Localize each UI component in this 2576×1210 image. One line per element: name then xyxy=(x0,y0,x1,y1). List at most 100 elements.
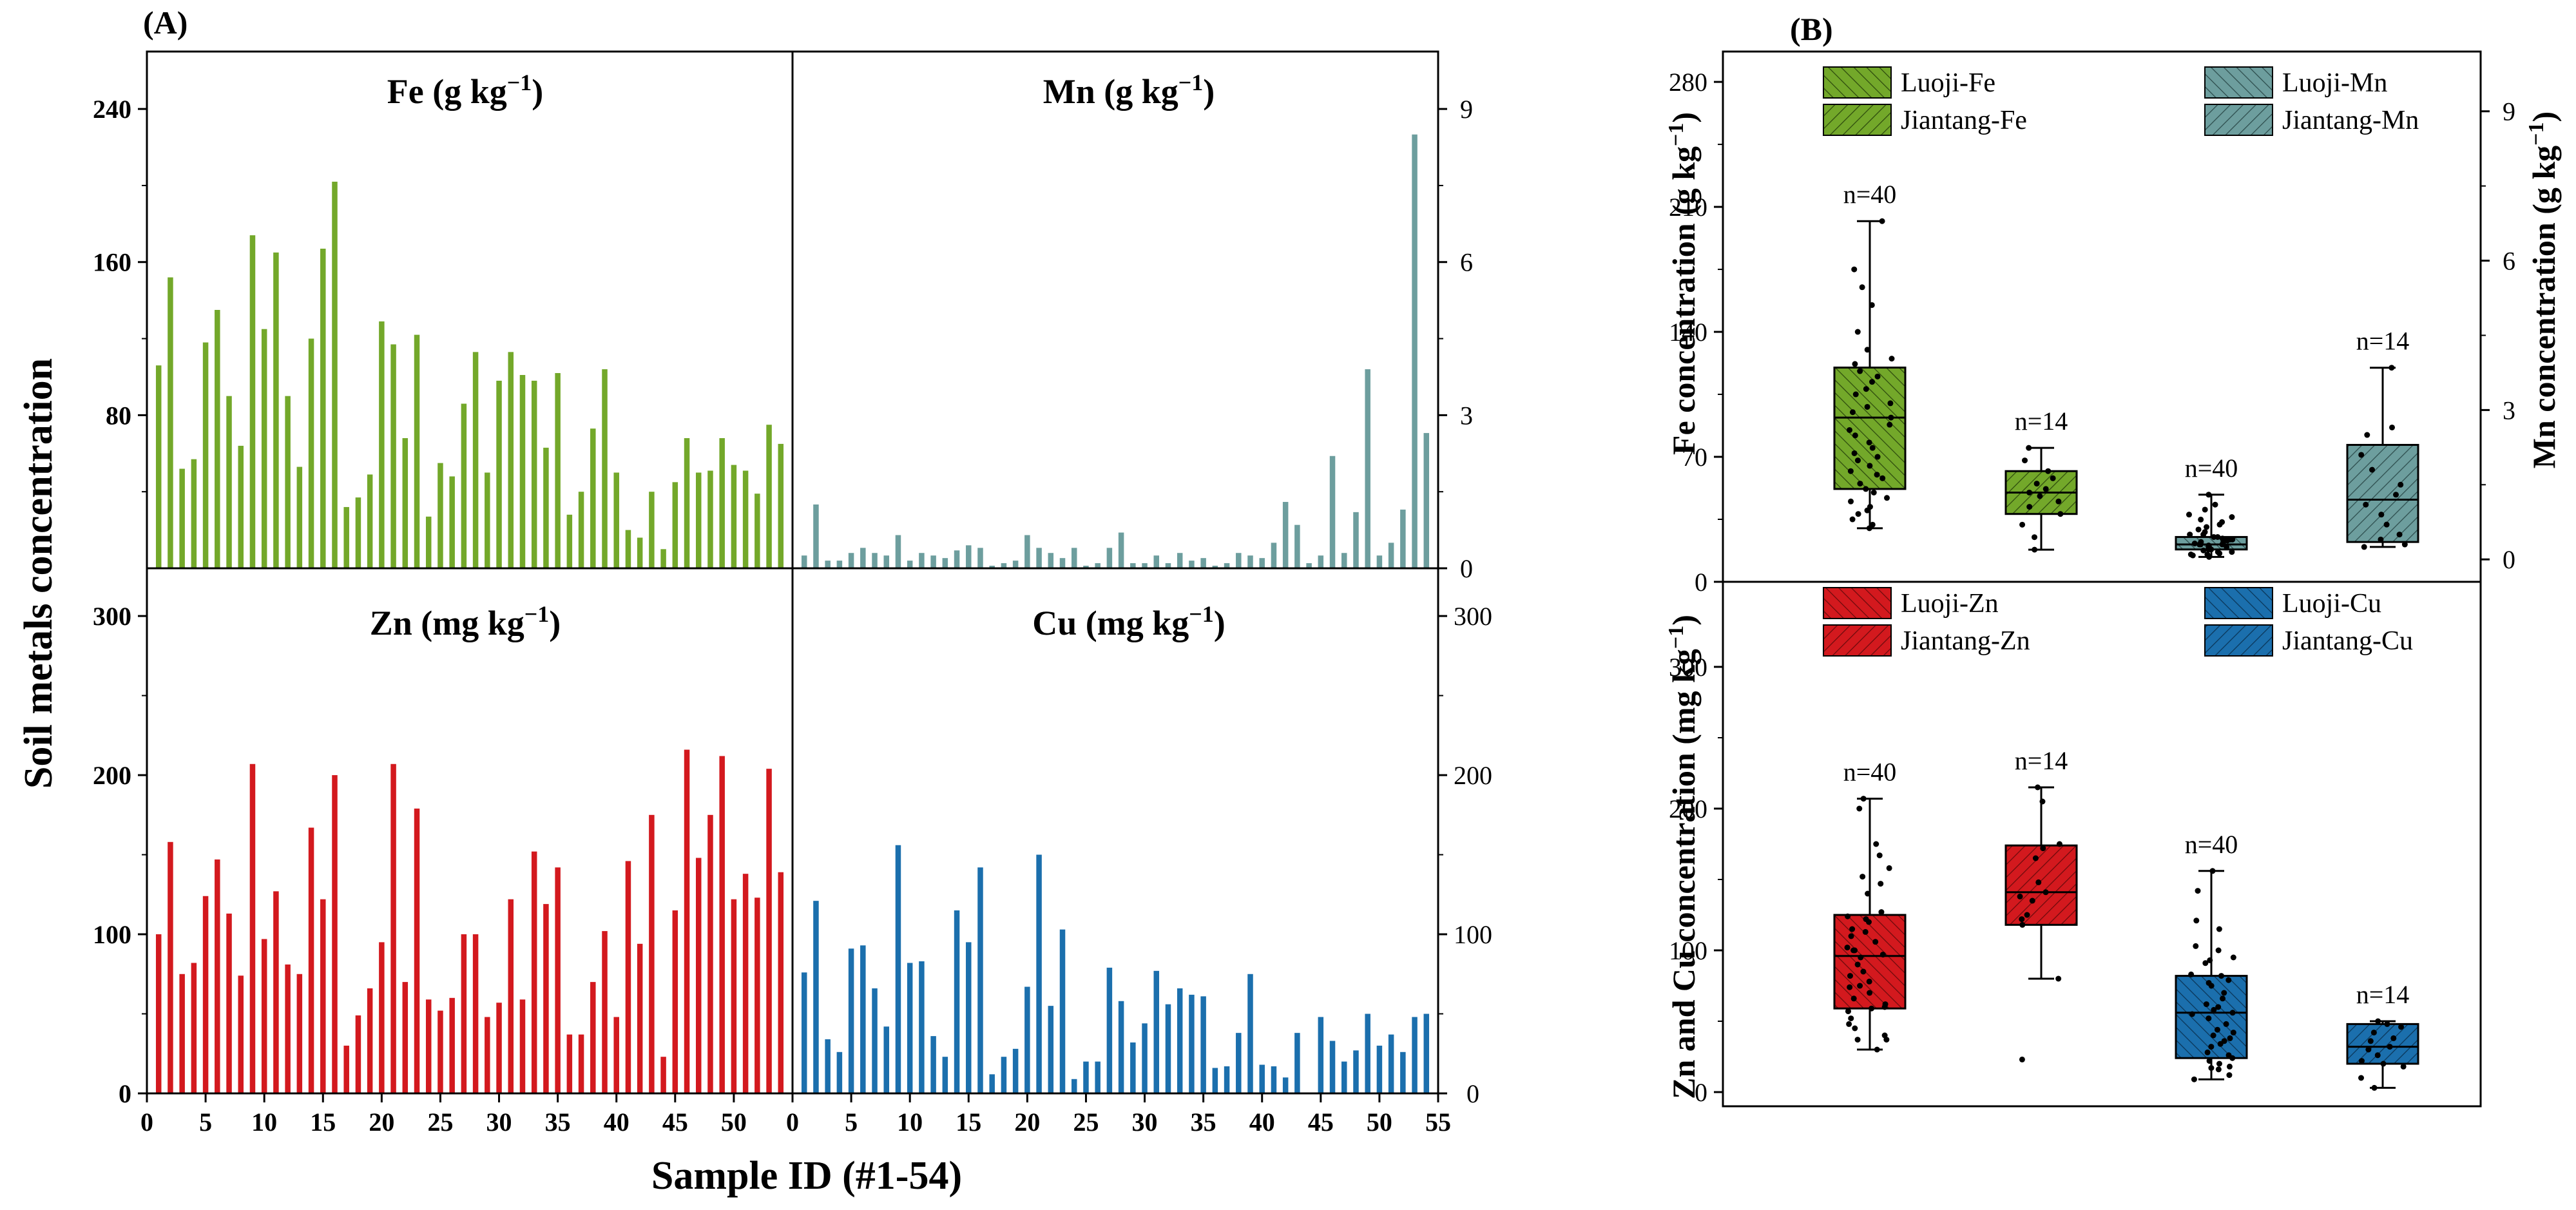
bar-zn-31 xyxy=(508,899,514,1093)
point-top-1 xyxy=(2045,468,2052,474)
point-top-3 xyxy=(2378,536,2384,543)
legend-swatch-2 xyxy=(2204,66,2273,99)
point-bot-2 xyxy=(2193,917,2200,924)
bar-fe-37 xyxy=(578,492,584,568)
bar-zn-32 xyxy=(519,999,526,1093)
bar-mn-47 xyxy=(1341,553,1347,568)
bar-zn-40 xyxy=(613,1017,619,1093)
bar-zn-30 xyxy=(496,1003,502,1093)
bar-cu-33 xyxy=(1177,988,1183,1093)
legend-swatch-1 xyxy=(1823,104,1892,136)
point-top-0 xyxy=(1849,516,1856,523)
tick-label-x: 30 xyxy=(486,1108,512,1137)
tick-label-b-bottom-left: 300 xyxy=(1669,653,1707,682)
point-bot-3 xyxy=(2370,1030,2377,1036)
bar-mn-14 xyxy=(954,550,960,568)
tick-label-x: 0 xyxy=(140,1108,153,1137)
point-bot-2 xyxy=(2225,1052,2232,1059)
bar-cu-28 xyxy=(1118,1001,1124,1093)
tick-label-x: 5 xyxy=(199,1108,212,1137)
point-top-3 xyxy=(2378,512,2385,518)
point-bot-3 xyxy=(2390,1035,2397,1041)
point-bot-3 xyxy=(2400,1063,2407,1070)
bar-mn-3 xyxy=(825,561,831,568)
bar-cu-14 xyxy=(954,910,960,1093)
bar-fe-43 xyxy=(649,492,655,568)
point-bot-2 xyxy=(2210,1032,2216,1039)
bar-zn-2 xyxy=(168,841,173,1093)
tick-label-mn-y: 0 xyxy=(1460,554,1473,583)
bar-zn-52 xyxy=(755,898,760,1093)
bar-fe-8 xyxy=(238,445,244,568)
point-top-3 xyxy=(2396,532,2403,538)
bar-fe-35 xyxy=(555,373,561,568)
point-bot-0 xyxy=(1849,926,1856,932)
bar-mn-12 xyxy=(930,555,936,568)
legend-label-1: Jiantang-Fe xyxy=(1901,106,2027,135)
bar-cu-2 xyxy=(813,901,819,1093)
bar-fe-54 xyxy=(778,443,784,568)
point-top-1 xyxy=(2026,489,2033,495)
bar-zn-51 xyxy=(742,874,749,1093)
bar-mn-8 xyxy=(883,555,889,568)
bar-mn-52 xyxy=(1400,509,1406,568)
bar-fe-38 xyxy=(590,428,596,568)
point-bot-3 xyxy=(2371,1084,2378,1091)
bar-mn-35 xyxy=(1200,558,1206,568)
point-top-1 xyxy=(2026,504,2033,510)
point-top-0 xyxy=(1869,445,1876,451)
legend-swatch-3 xyxy=(2204,624,2273,657)
bar-cu-13 xyxy=(942,1057,948,1093)
bar-zn-37 xyxy=(578,1034,584,1093)
bar-zn-5 xyxy=(202,896,209,1093)
point-top-3 xyxy=(2361,544,2367,550)
point-top-2 xyxy=(2206,492,2212,498)
point-top-0 xyxy=(1852,391,1859,398)
point-top-2 xyxy=(2198,539,2204,545)
point-bot-0 xyxy=(1886,865,1892,871)
n-label-top-1: n=14 xyxy=(2015,407,2068,436)
bar-cu-17 xyxy=(989,1074,995,1093)
point-top-0 xyxy=(1864,403,1870,410)
point-top-2 xyxy=(2186,512,2192,518)
tick-label-b-top-left: 210 xyxy=(1669,193,1707,222)
point-top-1 xyxy=(2057,511,2064,517)
bar-zn-10 xyxy=(261,939,267,1093)
bar-zn-6 xyxy=(215,859,220,1093)
point-bot-1 xyxy=(2035,784,2041,791)
point-bot-2 xyxy=(2226,1063,2233,1070)
bar-cu-21 xyxy=(1036,854,1042,1093)
tick-label-zn-y: 300 xyxy=(93,602,131,631)
point-bot-0 xyxy=(1848,1015,1854,1022)
b-bottom-left-axis-title: Zn and Cu concentration (mg kg−1) xyxy=(1664,615,1702,1099)
bar-cu-42 xyxy=(1282,1077,1289,1093)
bar-zn-22 xyxy=(402,982,409,1093)
legend-swatch-0 xyxy=(1823,587,1892,619)
bar-zn-11 xyxy=(273,891,279,1093)
n-label-top-2: n=40 xyxy=(2185,454,2238,483)
bar-cu-22 xyxy=(1048,1006,1054,1093)
b-top-left-axis-title: Fe concentration (g kg−1) xyxy=(1664,112,1702,455)
tick-label-x: 25 xyxy=(1073,1108,1099,1137)
bar-mn-50 xyxy=(1376,555,1383,568)
point-bot-0 xyxy=(1860,796,1867,802)
point-top-0 xyxy=(1866,439,1872,446)
point-bot-3 xyxy=(2384,1021,2390,1027)
point-top-0 xyxy=(1852,432,1858,439)
bar-zn-9 xyxy=(249,763,256,1093)
point-bot-1 xyxy=(2032,855,2039,861)
point-bot-2 xyxy=(2193,943,2199,949)
point-bot-3 xyxy=(2374,1052,2381,1059)
bar-fe-30 xyxy=(496,380,502,568)
bar-cu-47 xyxy=(1341,1061,1347,1093)
bar-cu-8 xyxy=(883,1026,889,1093)
bar-cu-31 xyxy=(1153,970,1160,1093)
point-bot-0 xyxy=(1854,1037,1861,1043)
point-top-1 xyxy=(2055,498,2062,504)
point-bot-1 xyxy=(2035,879,2042,885)
bar-zn-20 xyxy=(379,942,385,1093)
point-top-0 xyxy=(1854,457,1861,464)
point-top-2 xyxy=(2187,551,2194,557)
point-bot-0 xyxy=(1881,1032,1888,1039)
point-bot-0 xyxy=(1869,1005,1875,1012)
